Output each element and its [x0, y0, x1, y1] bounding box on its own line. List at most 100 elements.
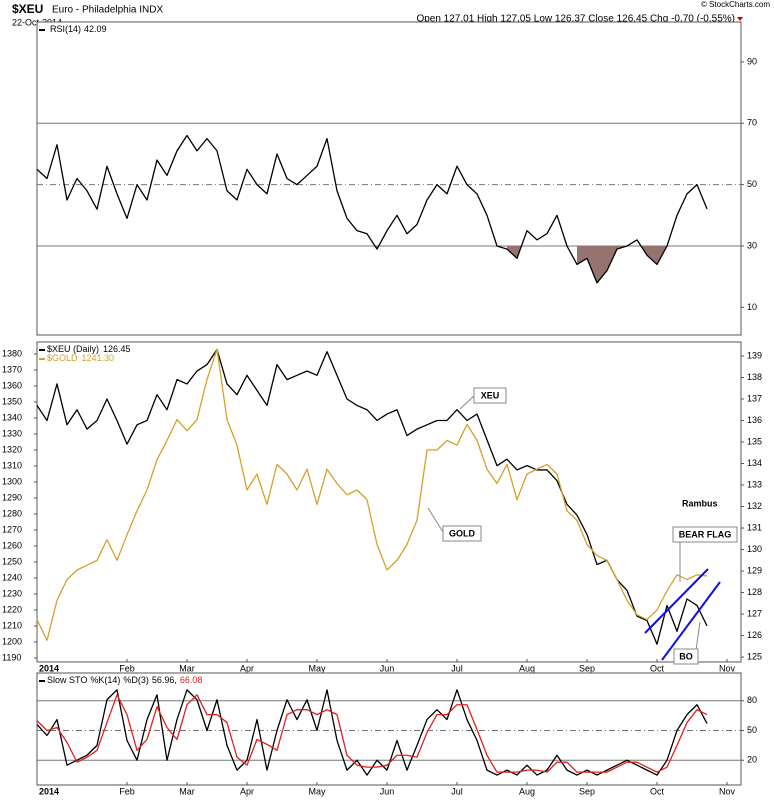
legend-value: 1241.30 — [82, 353, 115, 363]
y-tick-label: 1190 — [2, 652, 21, 662]
x-tick-label: Nov — [719, 786, 736, 796]
y2-tick-label: 137 — [747, 393, 762, 403]
y2-tick-label: 127 — [747, 608, 762, 618]
panel-frame — [36, 341, 742, 663]
legend-entry: $GOLD 1241.30 — [47, 353, 114, 363]
pointer — [695, 621, 701, 651]
legend-value: 56.96, — [152, 675, 177, 685]
y-tick-label: 10 — [747, 302, 757, 312]
note: BO — [679, 651, 693, 661]
x-tick-label: Jul — [451, 786, 463, 796]
y-tick-label: 80 — [747, 695, 757, 705]
y2-tick-label: 133 — [747, 479, 762, 489]
note: Rambus — [682, 498, 718, 508]
note-box — [442, 525, 482, 542]
x-tick-label: Feb — [119, 786, 135, 796]
y2-tick-label: 136 — [747, 415, 762, 425]
y-tick-label: 1330 — [2, 428, 22, 438]
note-box — [672, 526, 738, 543]
y-tick-label: 1230 — [2, 588, 22, 598]
quote: Open 127.01 High 127.05 Low 126.37 Close… — [416, 14, 735, 25]
y2-tick-label: 134 — [747, 458, 762, 468]
y2-tick-label: 130 — [747, 544, 762, 554]
series-line — [36, 348, 708, 642]
legend-value: 42.09 — [84, 24, 107, 34]
x-tick-label: Mar — [179, 663, 195, 673]
legend-name: %D(3) — [123, 675, 149, 685]
x-tick-label: Sep — [579, 786, 595, 796]
y-tick-label: 1260 — [2, 540, 22, 550]
x-tick-label: 2014 — [39, 663, 59, 673]
oversold-fill — [641, 246, 667, 265]
y2-tick-label: 128 — [747, 587, 762, 597]
x-tick-label: Jun — [380, 663, 395, 673]
note-box — [473, 387, 507, 404]
legend-entry: RSI(14) 42.09 — [50, 24, 107, 34]
x-tick-label: 2014 — [39, 786, 59, 796]
note: BEAR FLAG — [679, 529, 732, 539]
y-tick-label: 1340 — [2, 412, 22, 422]
y2-tick-label: 132 — [747, 501, 762, 511]
oversold-fill — [577, 246, 627, 283]
y-tick-label: 1350 — [2, 396, 22, 406]
y2-tick-label: 135 — [747, 436, 762, 446]
x-tick-label: Oct — [650, 786, 665, 796]
y-tick-label: 1310 — [2, 460, 22, 470]
legend-name: $GOLD — [47, 353, 78, 363]
y-tick-label: 1270 — [2, 524, 22, 534]
y-tick-label: 1220 — [2, 604, 22, 614]
y-tick-label: 90 — [747, 56, 757, 66]
y-tick-label: 1320 — [2, 444, 22, 454]
y-tick-label: 1200 — [2, 636, 22, 646]
y2-tick-label: 126 — [747, 630, 762, 640]
legend-name: RSI(14) — [50, 24, 81, 34]
x-tick-label: Aug — [519, 786, 535, 796]
instrument-name: Euro - Philadelphia INDX — [52, 5, 163, 16]
x-tick-label: May — [308, 663, 326, 673]
legend-name: %K(14) — [90, 675, 120, 685]
x-tick-label: Aug — [519, 663, 535, 673]
x-tick-label: Nov — [719, 663, 736, 673]
x-tick-label: May — [308, 786, 326, 796]
legend-title: Slow STO — [47, 675, 87, 685]
y-tick-label: 1290 — [2, 492, 22, 502]
y2-tick-label: 131 — [747, 522, 762, 532]
y-tick-label: 1370 — [2, 364, 22, 374]
y2-tick-label: 125 — [747, 651, 762, 661]
legend-value: 126.45 — [103, 344, 131, 354]
symbol: $XEU — [12, 2, 43, 16]
series-line — [36, 694, 708, 773]
x-tick-label: Jul — [451, 663, 463, 673]
y-tick-label: 50 — [747, 179, 757, 189]
annotations: XEU GOLD Rambus BEAR FLAG BO — [427, 387, 738, 665]
y-tick-label: 1210 — [2, 620, 22, 630]
note-box — [673, 648, 699, 665]
y2-tick-label: 139 — [747, 350, 762, 360]
y-tick-label: 70 — [747, 118, 757, 128]
y-tick-label: 1280 — [2, 508, 22, 518]
x-tick-label: Apr — [240, 663, 254, 673]
x-tick-label: Sep — [579, 663, 595, 673]
legend-entry: $XEU (Daily) 126.45 — [47, 344, 131, 354]
y-tick-label: 20 — [747, 755, 757, 765]
pointer — [427, 507, 444, 533]
credit: © StockCharts.com — [701, 0, 770, 9]
y-tick-label: 1300 — [2, 476, 22, 486]
x-tick-label: Feb — [119, 663, 135, 673]
x-tick-label: Mar — [179, 786, 195, 796]
legend-entry: Slow STO %K(14) %D(3) 56.96, 66.08 — [47, 675, 202, 685]
pointer — [459, 395, 475, 410]
y-tick-label: 1240 — [2, 572, 22, 582]
series-line — [36, 348, 708, 645]
trend-line — [644, 568, 709, 634]
y-tick-label: 50 — [747, 725, 757, 735]
y-tick-label: 30 — [747, 240, 757, 250]
y-tick-label: 1250 — [2, 556, 22, 566]
y2-tick-label: 129 — [747, 565, 762, 575]
note: XEU — [481, 390, 500, 400]
panel-frame — [36, 672, 742, 786]
down-arrow — [737, 17, 743, 21]
series-line — [36, 134, 708, 284]
y-tick-label: 1360 — [2, 380, 22, 390]
